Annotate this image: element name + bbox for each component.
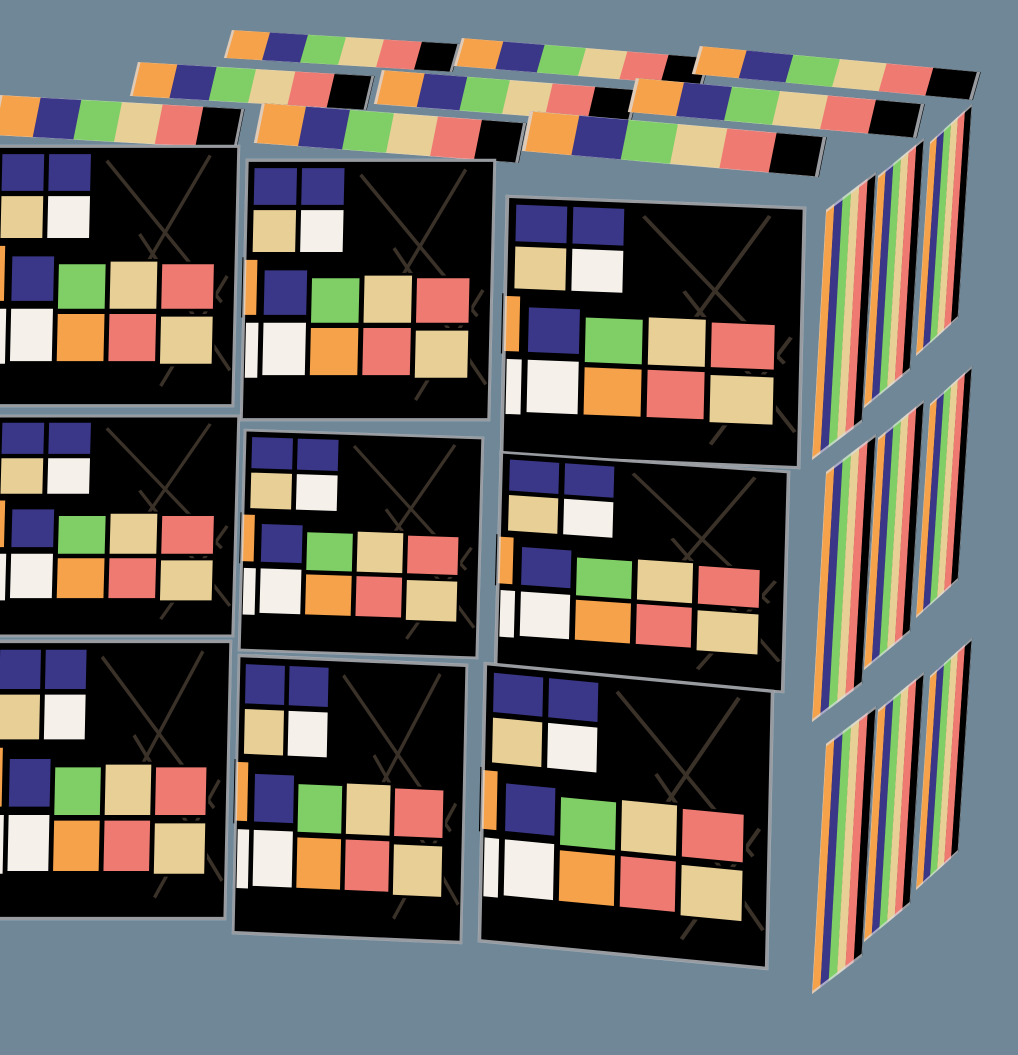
front-tile-r1-c2[interactable] bbox=[238, 157, 498, 423]
front-tile-r1-c1[interactable] bbox=[0, 143, 242, 409]
front-tile-r2-c3[interactable] bbox=[494, 451, 790, 693]
front-face[interactable] bbox=[0, 143, 806, 970]
front-tile-r2-c2[interactable] bbox=[236, 427, 486, 661]
front-tile-r2-c1[interactable] bbox=[0, 413, 242, 639]
front-tile-r3-c1[interactable] bbox=[0, 638, 234, 922]
front-tile-r3-c2[interactable] bbox=[230, 652, 470, 946]
front-tile-r1-c3[interactable] bbox=[500, 195, 806, 469]
front-tile-r3-c3[interactable] bbox=[478, 662, 774, 970]
right-face[interactable] bbox=[810, 102, 974, 996]
